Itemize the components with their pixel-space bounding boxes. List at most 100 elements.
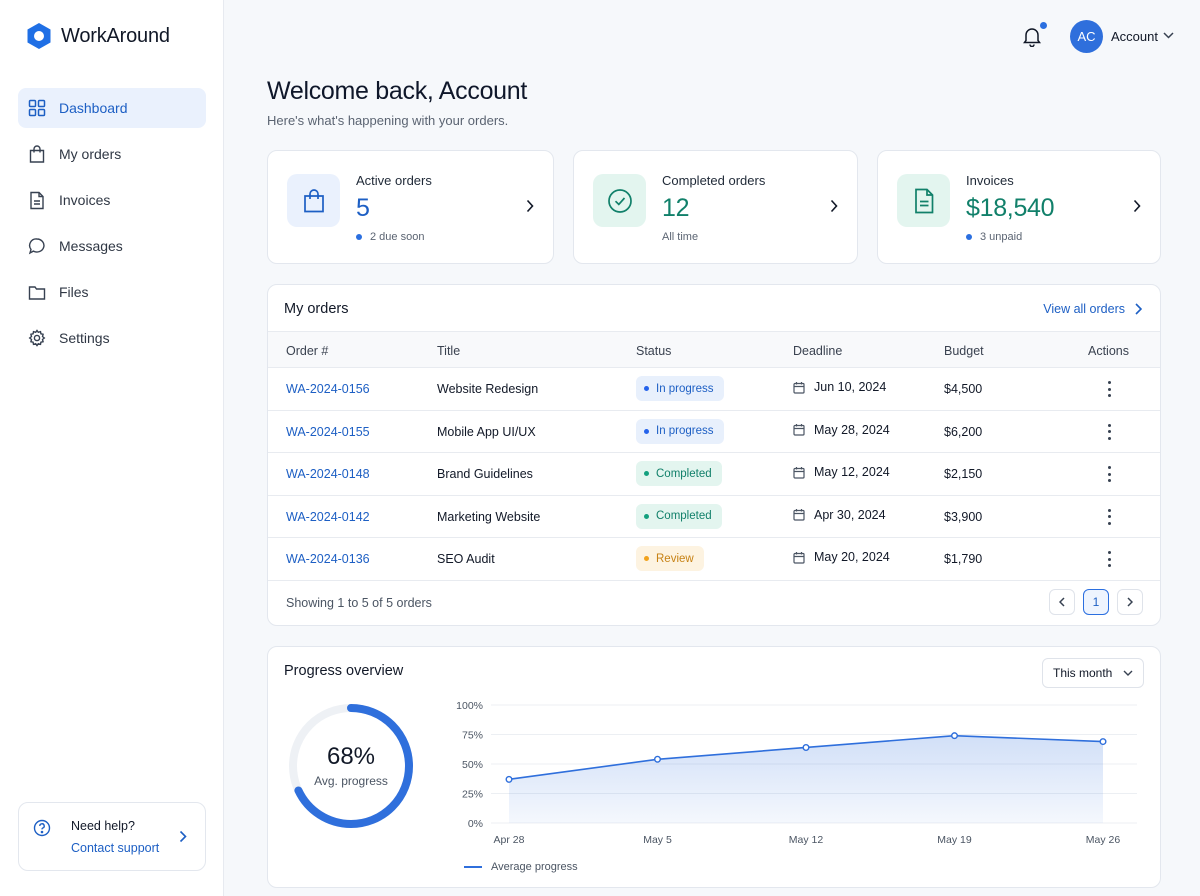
sidebar-item-label: Messages bbox=[59, 238, 123, 254]
calendar-icon bbox=[793, 466, 805, 479]
deadline: May 28, 2024 bbox=[793, 423, 890, 437]
orders-title: My orders bbox=[284, 301, 349, 317]
page-subtitle: Here's what's happening with your orders… bbox=[267, 113, 509, 128]
table-header: Order # Title Status Deadline Budget Act… bbox=[268, 331, 1160, 368]
x-tick-label: May 19 bbox=[937, 834, 972, 846]
table-row[interactable]: WA-2024-0136 SEO Audit Review May 20, 20… bbox=[268, 538, 1160, 581]
calendar-icon bbox=[793, 509, 805, 521]
column-header-deadline[interactable]: Deadline bbox=[793, 344, 843, 358]
sidebar-item-messages[interactable]: Messages bbox=[18, 226, 206, 266]
stat-sub-text: 3 unpaid bbox=[980, 231, 1023, 243]
table-row[interactable]: WA-2024-0142 Marketing Website Completed… bbox=[268, 496, 1160, 538]
status-badge: In progress bbox=[636, 418, 724, 444]
order-title: Marketing Website bbox=[437, 509, 541, 524]
row-actions-menu-icon[interactable] bbox=[1102, 379, 1116, 399]
help-card[interactable]: Need help? Contact support bbox=[18, 802, 206, 871]
sidebar-item-label: Dashboard bbox=[59, 100, 128, 116]
order-id-link[interactable]: WA-2024-0136 bbox=[286, 552, 370, 566]
status-label: Completed bbox=[656, 510, 712, 522]
stat-card-completed-orders[interactable]: Completed orders 12 All time bbox=[573, 150, 858, 264]
order-id-link[interactable]: WA-2024-0142 bbox=[286, 509, 370, 524]
sidebar: WorkAround Dashboard My orders Invoices bbox=[0, 0, 224, 896]
pagination-summary: Showing 1 to 5 of 5 orders bbox=[286, 596, 432, 610]
status-dot bbox=[644, 513, 649, 519]
stat-sub: 2 due soon bbox=[356, 231, 424, 243]
data-point bbox=[505, 775, 513, 783]
deadline: Jun 10, 2024 bbox=[793, 380, 886, 394]
y-tick-label: 75% bbox=[462, 730, 483, 742]
help-title: Need help? bbox=[71, 819, 135, 833]
row-actions-menu-icon[interactable] bbox=[1102, 549, 1116, 569]
avg-progress-label: Avg. progress bbox=[314, 774, 388, 788]
column-header-budget[interactable]: Budget bbox=[944, 344, 984, 358]
chevron-down-icon bbox=[1123, 670, 1133, 676]
order-id-link[interactable]: WA-2024-0156 bbox=[286, 382, 370, 396]
stat-icon-box bbox=[593, 174, 646, 227]
row-actions-menu-icon[interactable] bbox=[1102, 422, 1116, 442]
avatar[interactable]: AC bbox=[1070, 20, 1103, 53]
column-header-title[interactable]: Title bbox=[437, 344, 461, 358]
status-label: In progress bbox=[656, 425, 714, 437]
stat-label: Active orders bbox=[356, 173, 432, 188]
row-actions-menu-icon[interactable] bbox=[1102, 464, 1116, 484]
sidebar-item-settings[interactable]: Settings bbox=[18, 318, 206, 358]
gear-icon bbox=[28, 329, 46, 347]
order-title: SEO Audit bbox=[437, 552, 495, 566]
status-dot bbox=[356, 234, 362, 240]
stat-card-active-orders[interactable]: Active orders 5 2 due soon bbox=[267, 150, 554, 264]
sidebar-item-invoices[interactable]: Invoices bbox=[18, 180, 206, 220]
sidebar-item-label: Settings bbox=[59, 330, 110, 346]
column-header-status[interactable]: Status bbox=[636, 344, 672, 358]
sidebar-item-dashboard[interactable]: Dashboard bbox=[18, 88, 206, 128]
table-row[interactable]: WA-2024-0156 Website Redesign In progres… bbox=[268, 368, 1160, 411]
next-page-button[interactable] bbox=[1117, 589, 1143, 615]
page-1-button[interactable]: 1 bbox=[1083, 589, 1109, 615]
document-icon bbox=[30, 191, 44, 209]
deadline: May 12, 2024 bbox=[793, 465, 890, 479]
order-id-link[interactable]: WA-2024-0155 bbox=[286, 424, 370, 439]
sidebar-item-files[interactable]: Files bbox=[18, 272, 206, 312]
stat-value: 5 bbox=[356, 194, 370, 222]
sidebar-item-my-orders[interactable]: My orders bbox=[18, 134, 206, 174]
stat-card-invoices[interactable]: Invoices $18,540 3 unpaid bbox=[877, 150, 1161, 264]
prev-page-button[interactable] bbox=[1049, 589, 1075, 615]
view-all-label: View all orders bbox=[1043, 302, 1125, 316]
bell-icon[interactable] bbox=[1022, 26, 1042, 47]
table-row[interactable]: WA-2024-0155 Mobile App UI/UX In progres… bbox=[268, 411, 1160, 453]
status-badge: In progress bbox=[636, 376, 724, 401]
data-point bbox=[1099, 738, 1107, 746]
status-badge: Completed bbox=[636, 503, 722, 529]
legend-label: Average progress bbox=[491, 861, 578, 873]
column-header-order[interactable]: Order # bbox=[286, 344, 329, 358]
calendar-icon bbox=[793, 424, 805, 436]
sidebar-item-label: My orders bbox=[59, 146, 122, 162]
stat-value: $18,540 bbox=[966, 194, 1055, 222]
contact-support-link[interactable]: Contact support bbox=[71, 841, 160, 855]
row-actions-menu-icon[interactable] bbox=[1102, 507, 1116, 527]
view-all-orders-link[interactable]: View all orders bbox=[1043, 302, 1142, 316]
status-label: Completed bbox=[656, 467, 712, 480]
chevron-down-icon[interactable] bbox=[1163, 32, 1174, 39]
chart-legend: Average progress bbox=[464, 861, 578, 873]
status-dot bbox=[644, 471, 649, 476]
x-tick-label: Apr 28 bbox=[494, 834, 525, 846]
status-label: In progress bbox=[656, 382, 714, 395]
deadline-date: May 12, 2024 bbox=[814, 465, 890, 479]
chat-bubble-icon bbox=[28, 238, 45, 255]
brand[interactable]: WorkAround bbox=[26, 22, 170, 50]
table-row[interactable]: WA-2024-0148 Brand Guidelines Completed … bbox=[268, 453, 1160, 496]
account-menu[interactable]: Account bbox=[1111, 29, 1158, 44]
stat-label: Completed orders bbox=[662, 173, 766, 188]
period-select[interactable]: This month bbox=[1042, 658, 1144, 688]
progress-panel: Progress overview This month 68% Avg. pr… bbox=[267, 646, 1161, 888]
order-id-link[interactable]: WA-2024-0148 bbox=[286, 467, 370, 481]
logo-icon bbox=[27, 23, 51, 49]
period-select-value: This month bbox=[1053, 666, 1113, 680]
data-point bbox=[653, 755, 661, 763]
status-badge: Completed bbox=[636, 461, 722, 486]
sidebar-item-label: Invoices bbox=[59, 192, 111, 208]
order-title: Website Redesign bbox=[437, 382, 539, 396]
status-dot bbox=[644, 556, 649, 561]
grid-icon bbox=[28, 99, 46, 117]
progress-line-chart: 0% 25% 50% 75% 100% Apr 28 May 5 May 12 May 19 Ma… bbox=[456, 700, 1137, 846]
